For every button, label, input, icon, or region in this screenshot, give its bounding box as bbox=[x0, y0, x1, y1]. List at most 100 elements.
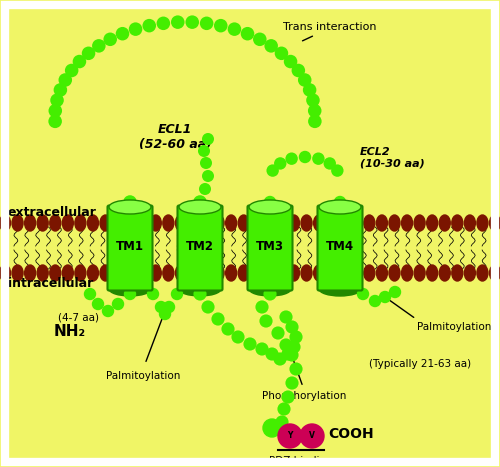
Ellipse shape bbox=[376, 215, 388, 231]
Point bbox=[309, 97, 317, 104]
Ellipse shape bbox=[176, 215, 186, 231]
Text: Phosphorylation: Phosphorylation bbox=[262, 391, 346, 401]
Point bbox=[311, 118, 319, 125]
Ellipse shape bbox=[0, 215, 10, 231]
Point bbox=[106, 35, 114, 43]
Text: intracellular: intracellular bbox=[8, 277, 93, 290]
Point bbox=[292, 333, 300, 341]
Ellipse shape bbox=[477, 215, 488, 231]
Point bbox=[62, 76, 70, 84]
Ellipse shape bbox=[188, 215, 199, 231]
Ellipse shape bbox=[0, 265, 10, 281]
Ellipse shape bbox=[452, 265, 463, 281]
Point bbox=[267, 42, 275, 50]
Point bbox=[282, 428, 290, 436]
Point bbox=[56, 86, 64, 94]
Point bbox=[262, 317, 270, 325]
Point bbox=[196, 198, 204, 206]
Ellipse shape bbox=[188, 265, 199, 281]
FancyBboxPatch shape bbox=[178, 205, 222, 290]
Point bbox=[256, 35, 264, 43]
Point bbox=[230, 25, 238, 33]
Ellipse shape bbox=[138, 215, 148, 231]
Ellipse shape bbox=[414, 265, 425, 281]
Ellipse shape bbox=[88, 215, 99, 231]
Ellipse shape bbox=[150, 265, 162, 281]
Ellipse shape bbox=[464, 265, 475, 281]
Ellipse shape bbox=[439, 265, 450, 281]
FancyBboxPatch shape bbox=[318, 205, 362, 290]
Ellipse shape bbox=[464, 215, 475, 231]
Text: TM3: TM3 bbox=[256, 240, 284, 253]
Ellipse shape bbox=[109, 200, 151, 214]
Ellipse shape bbox=[477, 265, 488, 281]
Ellipse shape bbox=[249, 282, 291, 296]
Point bbox=[310, 107, 318, 114]
Point bbox=[290, 343, 298, 351]
Text: V: V bbox=[309, 432, 315, 440]
Point bbox=[86, 290, 94, 298]
Point bbox=[174, 18, 182, 26]
Ellipse shape bbox=[352, 215, 362, 231]
Point bbox=[204, 303, 212, 311]
Ellipse shape bbox=[238, 215, 249, 231]
Point bbox=[268, 350, 276, 358]
Point bbox=[314, 155, 322, 163]
Ellipse shape bbox=[314, 215, 324, 231]
Ellipse shape bbox=[12, 215, 23, 231]
Ellipse shape bbox=[264, 265, 274, 281]
Ellipse shape bbox=[264, 215, 274, 231]
Ellipse shape bbox=[326, 265, 337, 281]
Point bbox=[326, 160, 334, 167]
Point bbox=[276, 355, 284, 363]
Point bbox=[246, 340, 254, 348]
Point bbox=[95, 42, 103, 50]
Ellipse shape bbox=[364, 215, 375, 231]
Point bbox=[53, 97, 61, 104]
Ellipse shape bbox=[301, 265, 312, 281]
Ellipse shape bbox=[276, 265, 287, 281]
Text: TM1: TM1 bbox=[116, 240, 144, 253]
Ellipse shape bbox=[200, 265, 211, 281]
Ellipse shape bbox=[319, 200, 361, 214]
Point bbox=[51, 118, 59, 125]
Ellipse shape bbox=[490, 265, 500, 281]
Ellipse shape bbox=[200, 215, 211, 231]
Ellipse shape bbox=[414, 215, 425, 231]
Point bbox=[284, 350, 292, 358]
Text: TM2: TM2 bbox=[186, 240, 214, 253]
Point bbox=[200, 147, 208, 155]
Point bbox=[381, 293, 389, 301]
Point bbox=[157, 303, 165, 311]
Ellipse shape bbox=[75, 265, 86, 281]
Ellipse shape bbox=[452, 215, 463, 231]
Ellipse shape bbox=[37, 265, 48, 281]
Ellipse shape bbox=[176, 265, 186, 281]
Ellipse shape bbox=[426, 215, 438, 231]
Text: extracellular: extracellular bbox=[8, 206, 97, 219]
FancyBboxPatch shape bbox=[248, 205, 292, 290]
Circle shape bbox=[263, 419, 281, 437]
Point bbox=[204, 135, 212, 143]
Text: (Typically 21-63 aa): (Typically 21-63 aa) bbox=[369, 359, 471, 369]
Ellipse shape bbox=[276, 215, 287, 231]
Point bbox=[288, 379, 296, 387]
Ellipse shape bbox=[364, 265, 375, 281]
Point bbox=[306, 86, 314, 94]
Point bbox=[84, 50, 92, 57]
Ellipse shape bbox=[88, 265, 99, 281]
Point bbox=[258, 345, 266, 353]
Ellipse shape bbox=[426, 265, 438, 281]
Point bbox=[188, 18, 196, 26]
Ellipse shape bbox=[249, 200, 291, 214]
Point bbox=[301, 153, 309, 161]
Point bbox=[132, 25, 140, 33]
Point bbox=[224, 325, 232, 333]
Ellipse shape bbox=[125, 265, 136, 281]
Point bbox=[268, 167, 276, 174]
Ellipse shape bbox=[402, 265, 412, 281]
Ellipse shape bbox=[100, 265, 111, 281]
Text: ECL2
(10-30 aa): ECL2 (10-30 aa) bbox=[360, 148, 425, 169]
Point bbox=[258, 303, 266, 311]
Point bbox=[391, 288, 399, 296]
